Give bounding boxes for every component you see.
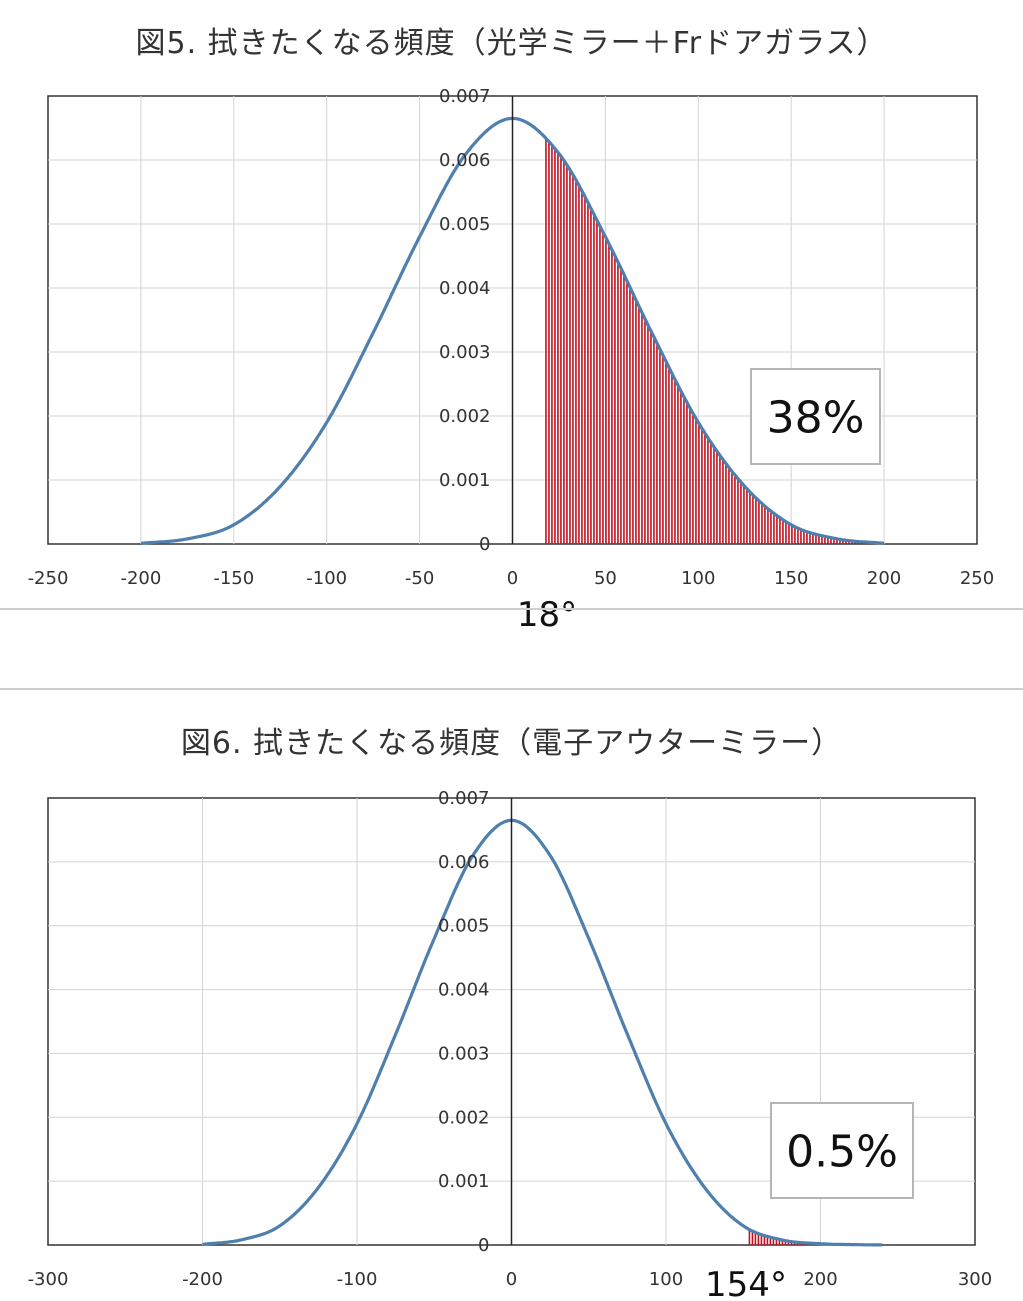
y-tick-label: 0.005 — [438, 916, 490, 937]
x-tick-label: -200 — [182, 1269, 223, 1290]
x-tick-label: 0 — [507, 568, 518, 589]
y-tick-label: 0.001 — [438, 1171, 490, 1192]
x-tick-label: 0 — [506, 1269, 517, 1290]
annotation-box — [770, 1102, 914, 1199]
y-tick-label: 0.001 — [439, 470, 491, 491]
y-tick-label: 0.002 — [438, 1107, 490, 1128]
divider — [0, 688, 1023, 690]
annotation-box — [750, 368, 881, 465]
threshold-label: 154° — [705, 1265, 787, 1301]
x-tick-label: 200 — [867, 568, 901, 589]
x-tick-label: -300 — [28, 1269, 69, 1290]
distribution-curve — [202, 818, 883, 1247]
y-tick-label: 0.003 — [438, 1043, 490, 1064]
chart-svg: 0 0.001 0.002 0.003 0.004 0.005 0.006 0.007 -250… — [28, 86, 995, 635]
y-tick-label: 0.006 — [439, 150, 491, 171]
x-tick-label: 150 — [774, 568, 808, 589]
chart-title: 図5. 拭きたくなる頻度（光学ミラー＋Frドアガラス） — [135, 26, 888, 61]
annotation-label: 0.5% — [786, 1127, 898, 1178]
x-tick-label: -100 — [306, 568, 347, 589]
chart-title: 図6. 拭きたくなる頻度（電子アウターミラー） — [180, 726, 843, 761]
x-tick-label: 50 — [594, 568, 617, 589]
x-tick-label: -50 — [405, 568, 434, 589]
y-tick-label: 0.004 — [439, 278, 491, 299]
x-tick-label: -100 — [337, 1269, 378, 1290]
x-tick-label: 100 — [681, 568, 715, 589]
chart-svg: 0 0.001 0.002 0.003 0.004 0.005 0.006 0.007 -300… — [28, 788, 993, 1301]
y-tick-label: 0 — [478, 1235, 489, 1256]
y-tick-label: 0 — [479, 534, 490, 555]
y-tick-label: 0.002 — [439, 406, 491, 427]
y-tick-label: 0.007 — [438, 788, 490, 809]
threshold-label: 18° — [517, 595, 577, 635]
x-tick-label: 200 — [803, 1269, 837, 1290]
chart-panel-1: 図5. 拭きたくなる頻度（光学ミラー＋Frドアガラス） 0 0.001 0.002 0… — [0, 0, 1023, 640]
x-tick-label: -150 — [213, 568, 254, 589]
divider — [0, 608, 1023, 610]
y-tick-label: 0.006 — [438, 852, 490, 873]
annotation-label: 38% — [767, 393, 865, 444]
y-tick-label: 0.003 — [439, 342, 491, 363]
x-tick-label: 250 — [960, 568, 994, 589]
chart-panel-2: 図6. 拭きたくなる頻度（電子アウターミラー） 0 0.001 0.002 0.003… — [0, 700, 1023, 1301]
x-tick-label: -250 — [28, 568, 69, 589]
x-tick-label: -200 — [120, 568, 161, 589]
y-tick-label: 0.007 — [439, 86, 491, 107]
y-tick-label: 0.005 — [439, 214, 491, 235]
y-tick-label: 0.004 — [438, 980, 490, 1001]
x-tick-label: 300 — [958, 1269, 992, 1290]
x-tick-label: 100 — [649, 1269, 683, 1290]
